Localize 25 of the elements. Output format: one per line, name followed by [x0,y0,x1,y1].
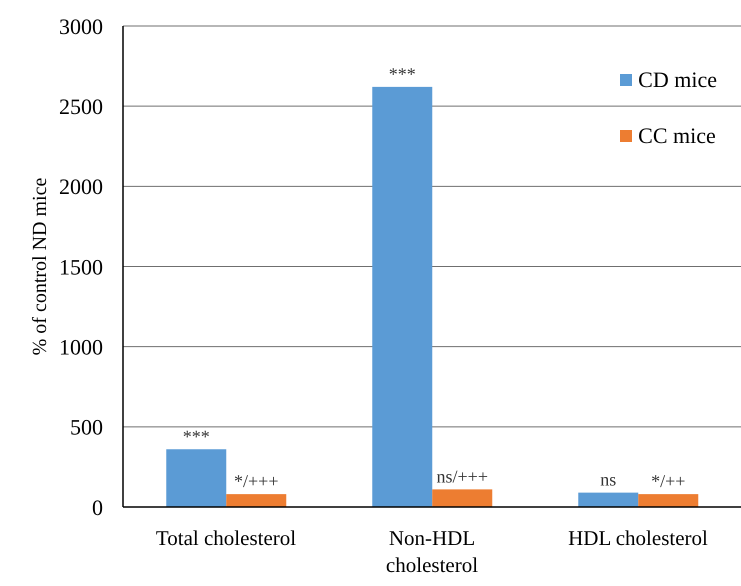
y-tick-label: 1000 [59,334,103,360]
data-label: */++ [651,471,686,492]
y-tick-label: 1500 [59,254,103,280]
legend-label: CD mice [638,67,717,93]
bar [166,449,226,507]
x-tick-label: Total cholesterol [156,526,296,550]
data-label: ns/+++ [436,466,488,486]
data-label: *** [182,426,210,446]
y-tick-label: 0 [92,494,103,520]
bar [578,492,638,507]
legend-label: CC mice [638,123,716,149]
bar [372,86,432,507]
y-tick-label: 500 [70,414,103,440]
x-tick-label: Non-HDL cholesterol [386,526,478,577]
data-label: *** [388,64,416,84]
bar [226,494,286,507]
y-tick-label: 2500 [59,94,103,119]
y-axis-title: % of control ND mice [29,178,51,356]
y-tick-label: 2000 [59,174,103,200]
data-label: ns [600,470,616,490]
bar [638,494,698,507]
y-tick-label: 3000 [59,14,103,39]
data-label: */+++ [234,471,278,492]
bar [432,489,492,507]
x-tick-label: HDL cholesterol [568,526,708,550]
